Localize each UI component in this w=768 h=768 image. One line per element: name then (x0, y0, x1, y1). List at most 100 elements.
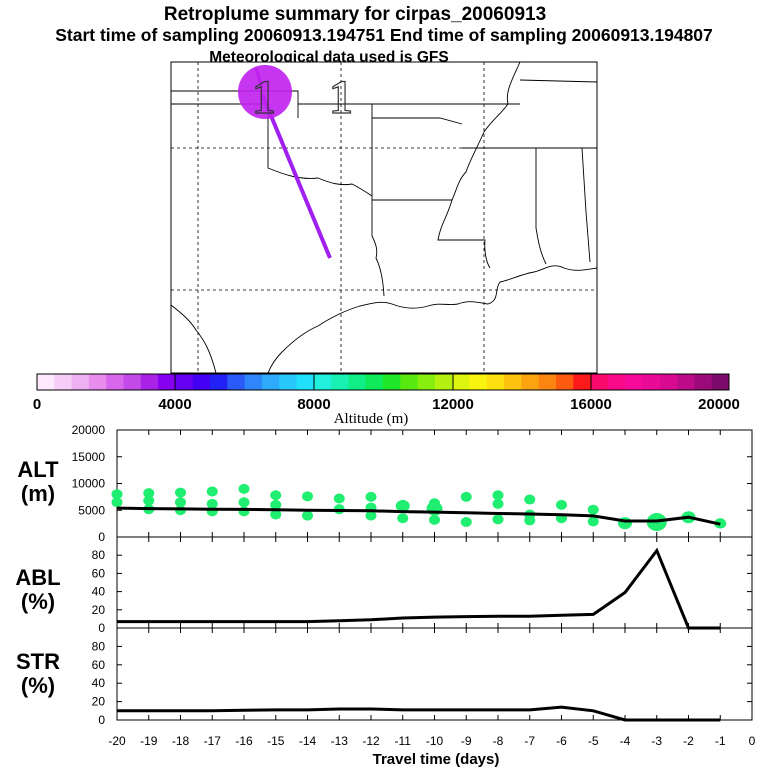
abl-panel-title-line1: ABL (15, 565, 60, 590)
alt-scatter-point (238, 497, 250, 508)
colorbar-swatch (175, 374, 194, 390)
x-tick-label: -2 (683, 734, 694, 748)
str-y-tick-label: 40 (92, 676, 106, 690)
colorbar-tick: 8000 (297, 396, 330, 413)
alt-y-tick-label: 10000 (72, 477, 106, 491)
colorbar-swatch (37, 374, 55, 390)
abl-y-tick-label: 0 (98, 621, 105, 635)
colorbar-swatch (400, 374, 419, 390)
abl-y-tick-label: 40 (92, 585, 106, 599)
colorbar-swatch (469, 374, 488, 390)
x-tick-label: -15 (267, 734, 285, 748)
x-tick-label: -17 (204, 734, 222, 748)
colorbar-swatch (538, 374, 557, 390)
colorbar-swatch (659, 374, 678, 390)
colorbar-swatch (279, 374, 297, 390)
x-tick-label: -11 (395, 734, 412, 748)
abl-y-tick-label: 80 (92, 548, 106, 562)
colorbar-swatch (642, 374, 661, 390)
marker-label-left: 1 (252, 71, 276, 124)
x-tick-label: -7 (524, 734, 535, 748)
colorbar-swatch (452, 374, 470, 390)
alt-panel: 0 5000 10000 15000 20000 (72, 423, 753, 544)
x-tick-label: -13 (331, 734, 349, 748)
colorbar-swatch (348, 374, 367, 390)
x-tick-label: -12 (362, 734, 380, 748)
x-tick-label: -14 (299, 734, 317, 748)
alt-scatter-point (524, 494, 536, 505)
colorbar-swatch (71, 374, 90, 390)
time-series-panels: 0 5000 10000 15000 20000 0 20 40 60 80 0 20 40 60 80 -2… (72, 423, 756, 748)
alt-panel-title-line2: (m) (21, 481, 55, 506)
figure-title: Retroplume summary for cirpas_20060913 (164, 4, 546, 25)
colorbar-swatch (677, 374, 695, 390)
colorbar-tick-labels: 0 4000 8000 12000 16000 20000 (33, 396, 740, 413)
alt-scatter-point (587, 504, 599, 515)
alt-scatter-point (492, 498, 504, 509)
colorbar-swatch (486, 374, 505, 390)
colorbar-swatch (607, 374, 626, 390)
alt-y-tick-label: 15000 (72, 450, 106, 464)
colorbar-swatch (694, 374, 713, 390)
map-frame (170, 61, 598, 374)
x-tick-label: -9 (461, 734, 472, 748)
str-y-tick-label: 20 (92, 695, 106, 709)
x-axis-label: Travel time (days) (373, 751, 500, 768)
colorbar-swatch (106, 374, 124, 390)
colorbar-swatch (590, 374, 609, 390)
alt-scatter-point (492, 490, 504, 501)
colorbar-swatch (711, 374, 730, 390)
colorbar-swatch (296, 374, 315, 390)
alt-scatter-point (524, 515, 536, 526)
colorbar-label: Altitude (m) (334, 411, 409, 427)
state-boundaries (170, 61, 598, 374)
abl-y-tick-label: 60 (92, 566, 106, 580)
str-panel-title-line2: (%) (21, 673, 55, 698)
plume-overlay: 1 1 (238, 65, 354, 259)
str-panel: 0 20 40 60 80 (92, 627, 753, 727)
alt-scatter-point (238, 506, 250, 517)
alt-y-tick-label: 0 (98, 530, 105, 544)
alt-scatter-point (333, 493, 345, 504)
colorbar-swatch (140, 374, 159, 390)
alt-y-tick-label: 5000 (78, 503, 105, 517)
abl-panel: 0 20 40 60 80 (92, 536, 753, 635)
colorbar-swatch (54, 374, 73, 390)
x-tick-label: -8 (493, 734, 504, 748)
alt-scatter-point (429, 514, 440, 525)
x-tick-label: -19 (140, 734, 158, 748)
colorbar-swatch (417, 374, 436, 390)
colorbar-swatch (625, 374, 643, 390)
release-location-marker (238, 65, 292, 119)
alt-scatter-point (111, 489, 123, 500)
colorbar-swatch (504, 374, 522, 390)
alt-scatter-point (175, 487, 186, 498)
colorbar-swatch (210, 374, 228, 390)
alt-scatter-point (206, 498, 218, 509)
str-y-tick-label: 80 (92, 639, 106, 653)
colorbar-swatch (383, 374, 401, 390)
colorbar-swatch (88, 374, 107, 390)
alt-scatter-point (238, 483, 250, 494)
alt-scatter-point (556, 499, 567, 510)
colorbar-frame (36, 373, 730, 391)
alt-scatter-point (492, 514, 504, 525)
x-tick-label: 0 (749, 734, 756, 748)
x-tick-label: -5 (588, 734, 599, 748)
alt-scatter-point (365, 510, 377, 521)
x-tick-label: -16 (235, 734, 253, 748)
colorbar-tick: 20000 (698, 396, 740, 413)
alt-scatter-point (111, 497, 123, 508)
colorbar-swatch (573, 374, 592, 390)
alt-scatter-point (143, 488, 155, 499)
colorbar-swatch (244, 374, 263, 390)
alt-scatter-point (587, 516, 599, 527)
alt-scatter-point (270, 499, 282, 510)
colorbar-swatch (158, 374, 176, 390)
abl-panel-title-line2: (%) (21, 589, 55, 614)
altitude-colorbar (36, 373, 730, 391)
colorbar-swatch (313, 374, 332, 390)
alt-scatter-point (365, 491, 377, 502)
colorbar-tick: 0 (33, 396, 41, 413)
